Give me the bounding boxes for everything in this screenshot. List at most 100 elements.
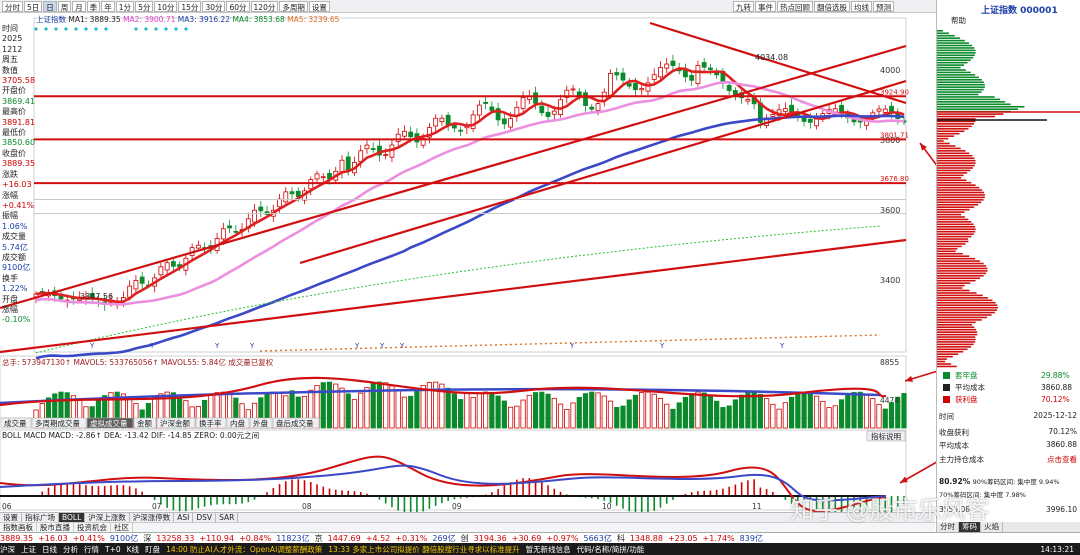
panel-tab[interactable]: 分时: [937, 522, 959, 532]
chip-bar: [937, 341, 976, 343]
period-button[interactable]: 周: [57, 0, 72, 12]
tool-button[interactable]: 热点回顾: [777, 1, 813, 12]
volume-bar: [520, 399, 526, 429]
signal-marker: [154, 27, 158, 31]
info-row: 3850.60: [2, 138, 36, 148]
period-button[interactable]: 多周期: [279, 0, 308, 12]
indicator-tab[interactable]: 设置: [0, 512, 22, 523]
period-button[interactable]: 5日: [24, 0, 43, 12]
period-button[interactable]: 30分: [202, 0, 226, 12]
info-row: 成交额: [2, 252, 26, 262]
volume-tab[interactable]: 内盘: [230, 418, 245, 428]
volume-bar: [876, 404, 882, 429]
chip-bar: [937, 140, 944, 142]
chip-bar: [937, 282, 971, 284]
price-axis-label: 4000: [880, 66, 900, 75]
function-tab[interactable]: 指数画板: [0, 522, 37, 533]
tool-button[interactable]: 九转: [733, 1, 754, 12]
volume-bar: [807, 392, 813, 429]
period-button[interactable]: 设置: [308, 0, 330, 12]
view-link[interactable]: 点击查看: [1047, 455, 1077, 464]
chip-bar: [937, 96, 995, 98]
indicator-tab[interactable]: 沪深上涨数: [85, 512, 130, 523]
volume-bar: [526, 394, 532, 429]
indicator-tab[interactable]: ASI: [174, 512, 194, 523]
volume-bar: [720, 407, 726, 429]
tool-button[interactable]: 翻倍选股: [814, 1, 850, 12]
chip-bar: [937, 186, 980, 189]
function-tab[interactable]: 社区: [111, 522, 133, 533]
period-button[interactable]: 季: [86, 0, 101, 12]
tool-button[interactable]: 事件: [755, 1, 776, 12]
help-link[interactable]: 帮助: [951, 16, 966, 25]
tool-button[interactable]: 预测: [873, 1, 894, 12]
indicator-tab[interactable]: BOLL: [59, 512, 86, 523]
chip-bar: [937, 294, 983, 297]
chip-bar: [937, 101, 1006, 103]
status-item[interactable]: 14:00 防止AI人才外流：OpenAI调整薪酬政策: [166, 544, 323, 554]
period-button[interactable]: 10分: [154, 0, 178, 12]
price-axis-label: 3400: [880, 276, 900, 285]
status-item[interactable]: 分析: [63, 544, 78, 554]
period-button[interactable]: 1分: [115, 0, 135, 12]
index-ticker: 3889.35 +16.03 +0.41% 9100亿深 13258.33 +110.94…: [0, 532, 1080, 543]
status-item[interactable]: 13:33 多家上市公司拟提价 翻倍股搜行业寻求以标准提升: [328, 544, 520, 554]
chart-area[interactable]: 4000 3800 3600 3400 3924.90 3801.71 3676.80 403…: [0, 13, 936, 512]
indicator-tab[interactable]: DSV: [193, 512, 217, 523]
signal-marker: [54, 27, 58, 31]
ticker-value: +0.84%: [239, 533, 272, 543]
chip-bar: [937, 108, 1018, 110]
tool-button[interactable]: 均线: [851, 1, 872, 12]
status-item[interactable]: 暂无新线信息: [525, 544, 571, 554]
status-item[interactable]: 上证: [21, 544, 36, 554]
annotation-arrowhead: [920, 143, 927, 151]
status-item[interactable]: 日线: [42, 544, 57, 554]
period-button[interactable]: 60分: [226, 0, 250, 12]
volume-tab[interactable]: 虚拟成交量: [90, 418, 128, 428]
volume-tab[interactable]: 外盘: [253, 418, 268, 428]
ma-value: MA4: 3853.68: [232, 15, 288, 24]
status-item[interactable]: 盯盘: [145, 544, 161, 554]
candle: [320, 176, 326, 179]
chip-bar: [937, 348, 968, 351]
volume-tab[interactable]: 多周期成交量: [35, 418, 80, 428]
volume-tab[interactable]: 成交量: [4, 418, 27, 428]
volume-bar: [539, 391, 545, 429]
indicator-tab[interactable]: 指标广场: [22, 512, 59, 523]
panel-tab[interactable]: 筹码: [959, 522, 981, 532]
indicator-tab[interactable]: 沪深涨停数: [130, 512, 175, 523]
indicator-help-button[interactable]: 指标说明: [871, 431, 901, 441]
chip-bar: [937, 159, 976, 162]
avg-cost-row: 平均成本 3860.88: [939, 440, 1077, 450]
status-item[interactable]: T+0: [105, 544, 121, 554]
period-button[interactable]: 5分: [135, 0, 154, 12]
signal-marker: [44, 27, 48, 31]
period-button[interactable]: 15分: [178, 0, 202, 12]
candle: [283, 191, 289, 203]
status-item[interactable]: 行情: [84, 544, 99, 554]
signal-marker: [34, 27, 38, 31]
trend-line: [649, 21, 907, 105]
status-item[interactable]: K线: [126, 544, 140, 554]
chip-bar: [937, 319, 982, 321]
candle: [127, 285, 133, 298]
ticker-value: 9100亿: [109, 533, 139, 543]
volume-tab[interactable]: 金额: [137, 418, 152, 428]
indicator-tab[interactable]: SAR: [216, 512, 239, 523]
macd-legend: BOLL MACD MACD: -2.86↑ DEA: -13.42 DIF: …: [2, 430, 259, 440]
volume-tab[interactable]: 换手率: [199, 418, 222, 428]
period-button[interactable]: 分时: [2, 0, 23, 12]
annotation-arrow: [919, 142, 936, 166]
period-button[interactable]: 月: [72, 0, 86, 12]
function-tab[interactable]: 股市直播: [37, 522, 74, 533]
volume-tab[interactable]: 沪深金额: [160, 418, 190, 428]
period-button[interactable]: 年: [101, 0, 115, 12]
period-button[interactable]: 120分: [250, 0, 279, 12]
status-item[interactable]: 沪深: [0, 544, 15, 554]
chip-bar: [937, 355, 953, 358]
function-tab[interactable]: 投资机会: [74, 522, 111, 533]
panel-tab[interactable]: 火焰: [981, 522, 1003, 532]
volume-tab[interactable]: 盘后成交量: [276, 418, 314, 428]
period-button[interactable]: 日: [43, 0, 57, 12]
status-item[interactable]: 代码/名称/简拼/功能: [576, 544, 645, 554]
